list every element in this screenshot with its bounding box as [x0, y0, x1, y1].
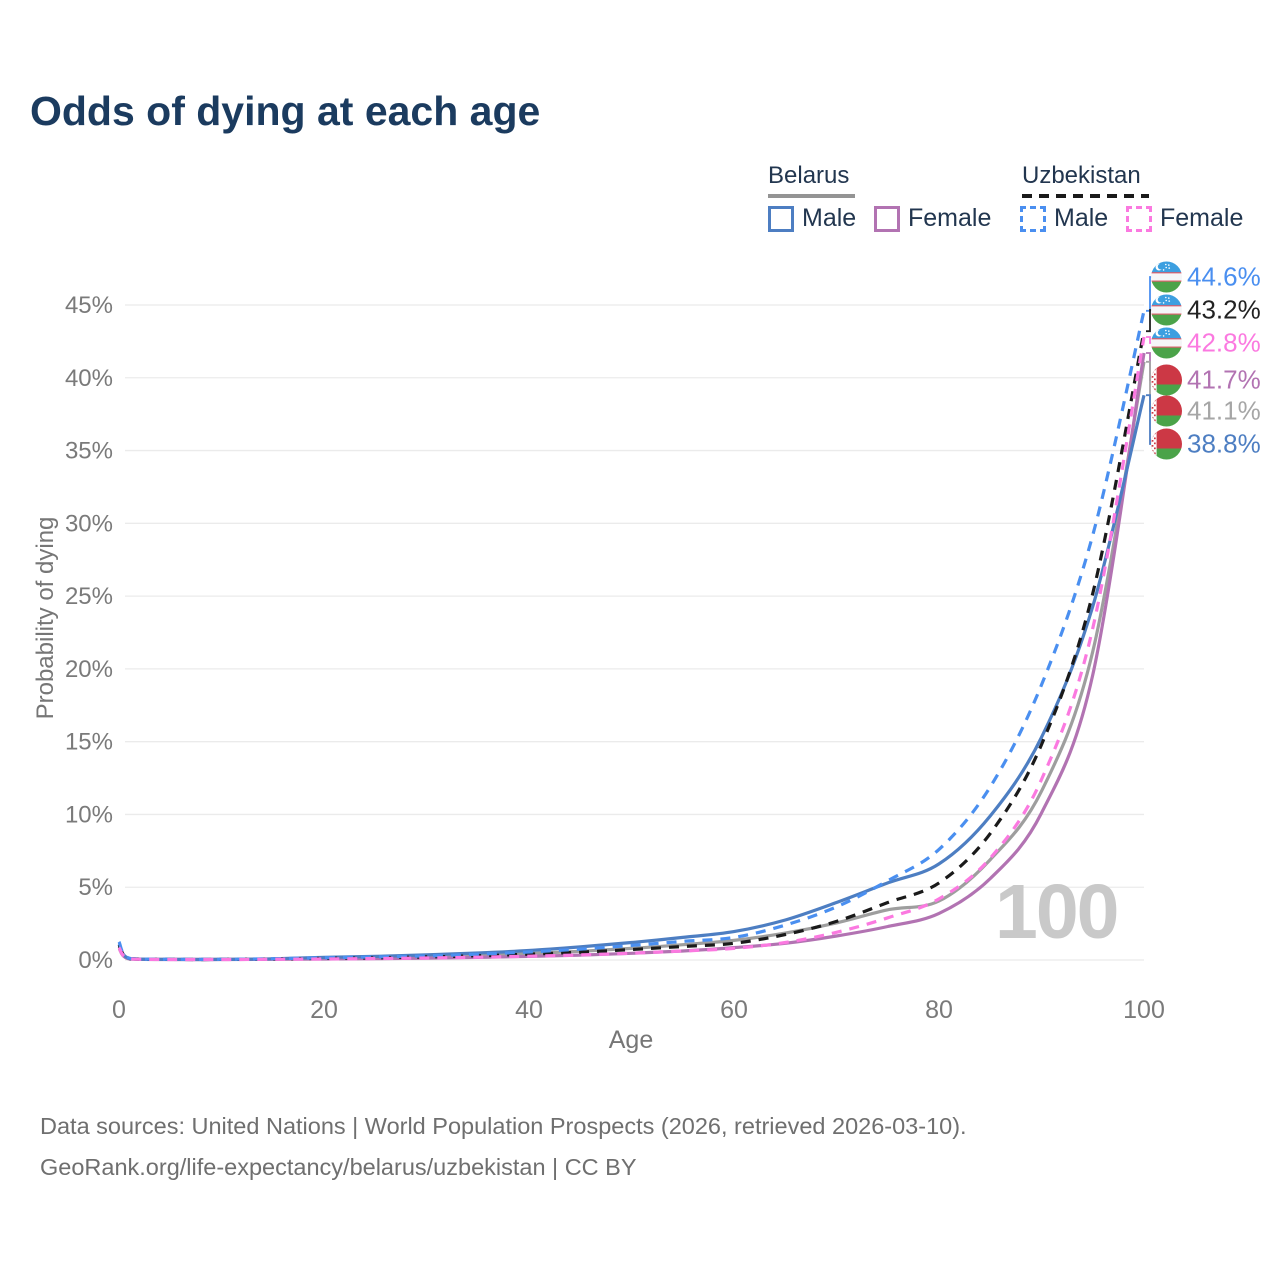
footer-attribution: GeoRank.org/life-expectancy/belarus/uzbe…: [40, 1154, 637, 1180]
page-title: Odds of dying at each age: [30, 88, 541, 134]
y-tick-label: 5%: [78, 874, 113, 901]
age-frame-watermark: 100: [995, 869, 1119, 955]
y-tick-label: 30%: [65, 510, 113, 537]
belarus-solid-line-icon: [768, 194, 855, 198]
x-tick-label: 0: [112, 996, 126, 1024]
x-tick-label: 80: [925, 996, 953, 1024]
series-line-uzbekistan-female[interactable]: [117, 336, 1146, 962]
legend-item-uzbekistan-female[interactable]: Female: [1126, 204, 1243, 233]
y-tick-label: 40%: [65, 365, 113, 392]
end-label-belarus: 41.1%: [1151, 395, 1261, 427]
y-tick-label: 35%: [65, 438, 113, 465]
belarus-flag-icon: [1151, 395, 1182, 427]
legend-item-label: Male: [802, 204, 857, 232]
end-label-belarus: 41.7%: [1151, 364, 1261, 396]
end-label-uzbekistan: 43.2%: [1151, 294, 1261, 326]
end-label-value: 38.8%: [1187, 428, 1261, 459]
legend-item-label: Female: [908, 204, 992, 232]
y-tick-label: 20%: [65, 656, 113, 683]
end-label-uzbekistan: 44.6%: [1151, 261, 1261, 293]
series-line-uzbekistan-both[interactable]: [117, 330, 1146, 962]
end-label-value: 42.8%: [1187, 327, 1261, 358]
legend-item-belarus-female[interactable]: Female: [874, 204, 991, 233]
end-label-uzbekistan: 42.8%: [1151, 327, 1261, 359]
end-label-value: 43.2%: [1187, 294, 1261, 325]
x-tick-label: 100: [1123, 996, 1165, 1024]
uzbekistan-female-swatch-icon: [1126, 205, 1152, 232]
legend-country-uzbekistan: Uzbekistan: [1022, 162, 1141, 189]
end-label-value: 41.1%: [1187, 395, 1261, 426]
x-axis-title: Age: [608, 1026, 654, 1054]
belarus-male-swatch-icon: [768, 205, 794, 232]
uzbekistan-dashed-line-icon: [1022, 194, 1149, 198]
x-tick-label: 40: [515, 996, 543, 1024]
y-axis-title: Probability of dying: [32, 516, 59, 720]
uzbekistan-male-swatch-icon: [1020, 205, 1046, 232]
legend-item-uzbekistan-male[interactable]: Male: [1020, 204, 1108, 233]
y-tick-label: 25%: [65, 583, 113, 610]
legend-group-belarus: Belarus: [768, 162, 855, 198]
x-tick-label: 60: [720, 996, 748, 1024]
line-chart: 0% 5% 10% 15% 20% 25% 30% 35% 40% 45% 0 20 40 60 80 100: [65, 276, 1165, 1024]
footer-sources: Data sources: United Nations | World Pop…: [40, 1113, 967, 1139]
end-label-value: 41.7%: [1187, 364, 1261, 395]
uzbekistan-flag-icon: [1151, 327, 1182, 359]
belarus-flag-icon: [1151, 428, 1182, 460]
series-line-belarus-female[interactable]: [117, 352, 1146, 962]
legend-item-belarus-male[interactable]: Male: [768, 204, 856, 233]
legend-country-belarus: Belarus: [768, 162, 850, 189]
legend-item-label: Female: [1160, 204, 1244, 232]
belarus-flag-icon: [1151, 364, 1182, 396]
legend-group-uzbekistan: Uzbekistan: [1022, 162, 1149, 198]
series-line-belarus-both[interactable]: [117, 361, 1146, 962]
y-tick-label: 45%: [65, 292, 113, 319]
end-label-value: 44.6%: [1187, 261, 1261, 292]
y-tick-label: 10%: [65, 801, 113, 828]
end-label-belarus: 38.8%: [1151, 428, 1261, 460]
uzbekistan-flag-icon: [1151, 261, 1182, 293]
series-line-belarus-male[interactable]: [117, 394, 1146, 962]
series-line-uzbekistan-male[interactable]: [117, 310, 1146, 961]
y-tick-label: 0%: [78, 947, 113, 974]
belarus-female-swatch-icon: [874, 205, 900, 232]
x-tick-label: 20: [310, 996, 338, 1024]
y-tick-label: 15%: [65, 729, 113, 756]
legend-item-label: Male: [1054, 204, 1109, 232]
uzbekistan-flag-icon: [1151, 294, 1182, 326]
footer: Data sources: United Nations | World Pop…: [40, 1106, 967, 1188]
